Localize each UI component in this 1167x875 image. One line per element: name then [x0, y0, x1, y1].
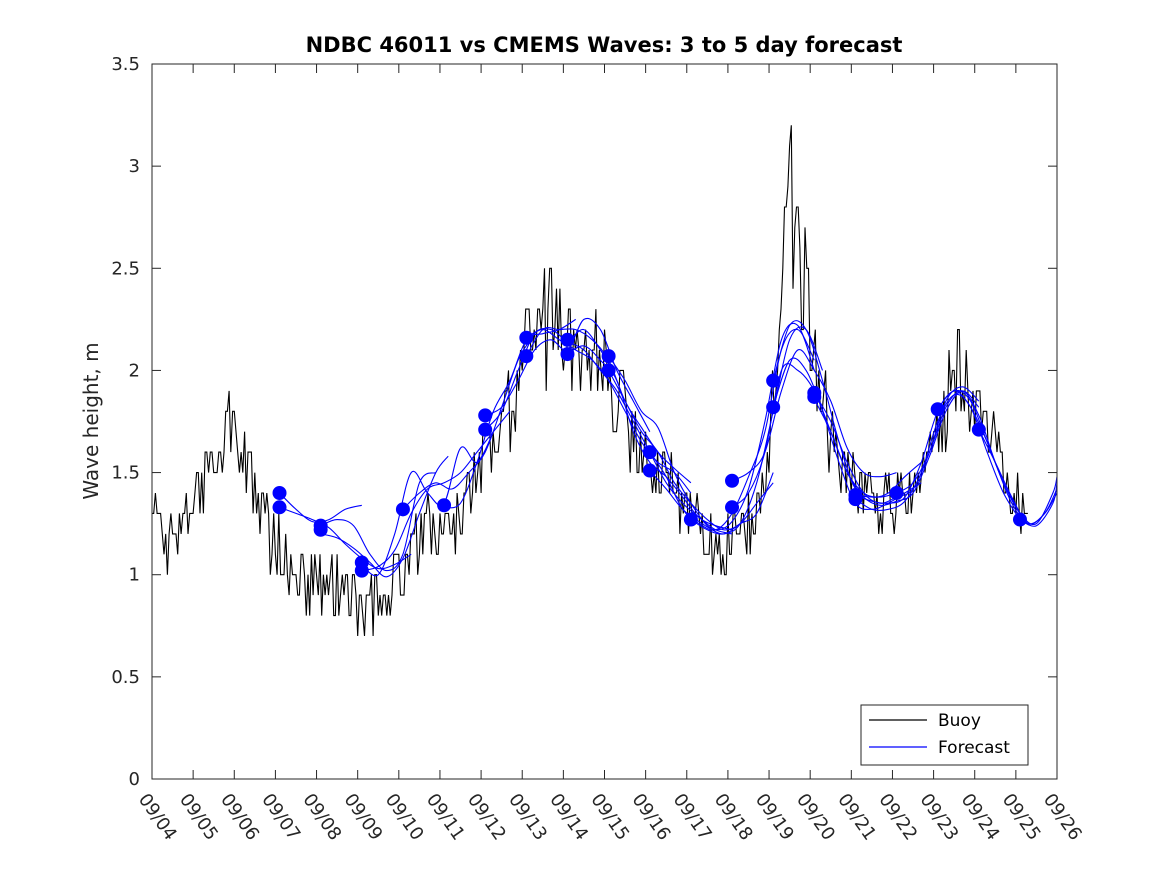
forecast-point [642, 463, 657, 478]
forecast-run-line [1019, 482, 1058, 527]
forecast-point [560, 347, 575, 362]
forecast-point [725, 473, 740, 488]
buoy-line [152, 125, 1028, 637]
y-tick-label: 2.5 [111, 258, 140, 279]
forecast-point [642, 445, 657, 460]
forecast-point [272, 500, 287, 515]
forecast-run-line [772, 320, 922, 498]
legend: Buoy Forecast [860, 704, 1029, 766]
y-tick-label: 1.5 [111, 463, 140, 484]
y-tick-label: 3 [129, 156, 140, 177]
legend-box [860, 704, 1029, 766]
forecast-point [601, 363, 616, 378]
y-axis-label: Wave height, m [79, 342, 103, 499]
legend-forecast-label: Forecast [938, 738, 1010, 758]
forecast-run-line [731, 349, 897, 482]
forecast-point [478, 408, 493, 423]
forecast-run-line [690, 326, 824, 535]
y-tick-label: 1 [129, 565, 140, 586]
forecast-run-line [855, 393, 1021, 520]
forecast-point [930, 402, 945, 417]
y-tick-label: 0 [129, 769, 140, 790]
plot-area [152, 64, 1057, 779]
y-tick-label: 2 [129, 360, 140, 381]
forecast-point [437, 498, 452, 513]
forecast-point [313, 522, 328, 537]
forecast-point [766, 373, 781, 388]
chart-title: NDBC 46011 vs CMEMS Waves: 3 to 5 day fo… [306, 33, 903, 57]
forecast-point [1012, 512, 1027, 527]
forecast-run-line [320, 455, 449, 578]
forecast-point [272, 486, 287, 500]
forecast-point [807, 389, 822, 404]
forecast-point [889, 486, 904, 500]
y-tick-label: 3.5 [111, 54, 140, 75]
forecast-point [519, 330, 534, 345]
buoy-series [152, 125, 1028, 637]
forecast-point [848, 492, 863, 507]
forecast-run-line [649, 322, 815, 531]
legend-buoy-label: Buoy [938, 711, 981, 731]
y-tick-label: 0.5 [111, 667, 140, 688]
forecast-point [683, 512, 698, 527]
forecast-point [971, 422, 986, 437]
forecast-run-line [567, 345, 733, 531]
forecast-point [395, 502, 410, 517]
forecast-point [601, 349, 616, 364]
y-axis: 0 0.5 1 1.5 2 2.5 3 3.5 [111, 54, 1057, 790]
forecast-point [725, 500, 740, 515]
forecast-point [354, 563, 369, 578]
forecast-run-line [279, 506, 412, 570]
forecast-point [478, 422, 493, 437]
forecast-point [519, 349, 534, 364]
forecast-point [560, 332, 575, 347]
forecast-run-line [361, 410, 511, 572]
forecast-point [766, 400, 781, 415]
forecast-run-line [608, 370, 774, 531]
forecast-run-line [937, 390, 1058, 525]
forecast-markers [272, 330, 1027, 578]
forecast-run-line [813, 390, 980, 506]
forecast-run-line [361, 431, 494, 577]
